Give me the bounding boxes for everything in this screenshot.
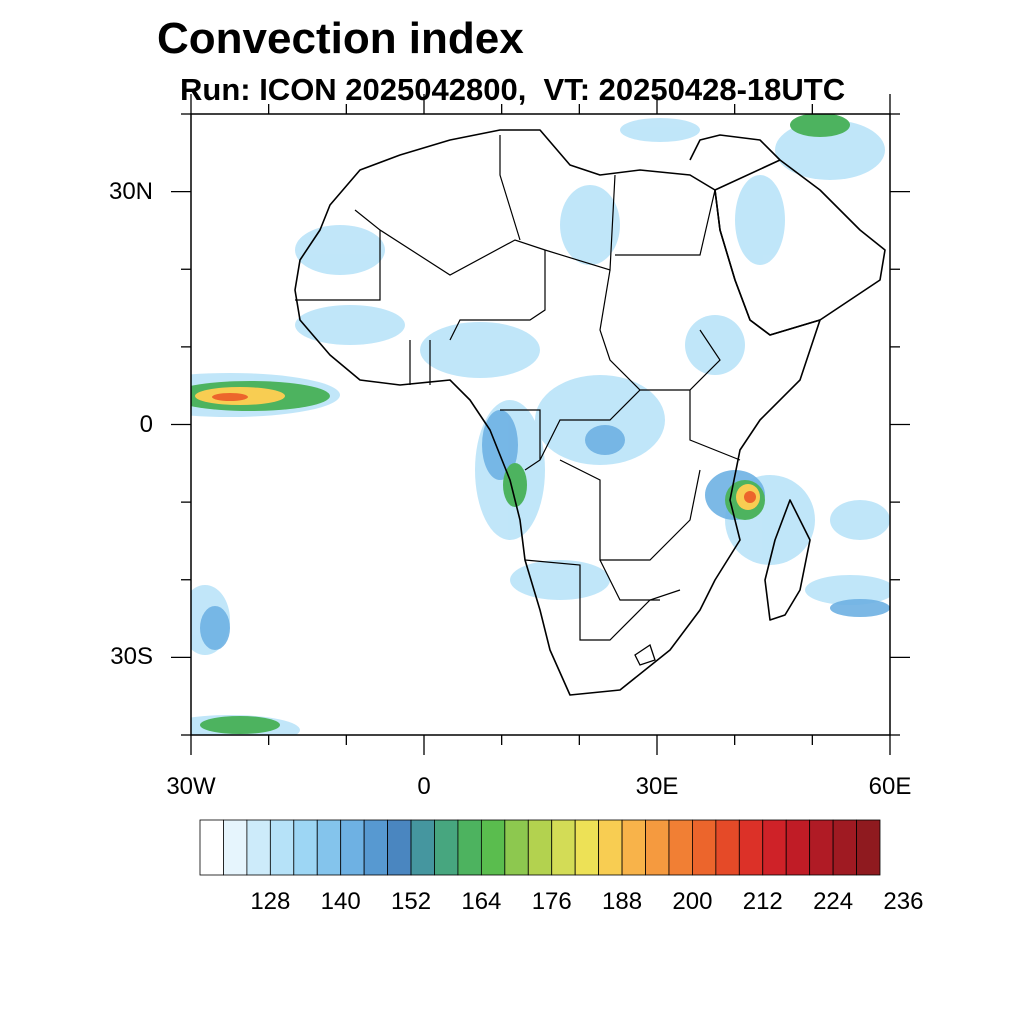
coastlines (294, 129, 886, 696)
colorbar-box (363, 819, 388, 876)
colorbar-label: 128 (250, 888, 291, 915)
colorbar-box (738, 819, 764, 876)
colorbar-box (574, 819, 600, 876)
colorbar-box (410, 819, 435, 876)
colorbar-box (598, 819, 623, 876)
lat-tick-label: 30S (110, 643, 153, 671)
colorbar-box (199, 819, 224, 876)
colorbar-box (527, 819, 553, 876)
colorbar-box (668, 819, 693, 876)
colorbar-box (809, 819, 834, 876)
colorbar-box (316, 819, 342, 876)
lon-tick-label: 60E (868, 773, 912, 800)
colorbar-box (434, 819, 459, 876)
lesotho-outline (634, 643, 656, 666)
lon-tick-label: 30E (635, 773, 679, 800)
colorbar-box (387, 819, 412, 876)
convection-field (191, 114, 890, 735)
colorbar-box (340, 819, 365, 876)
colorbar-label: 212 (742, 888, 783, 915)
lat-tick-label: 30N (108, 177, 153, 205)
lon-tick-label: 0 (417, 773, 431, 800)
colorbar-box (785, 819, 811, 876)
colorbar-box (269, 819, 295, 876)
lon-tick-label: 30W (166, 773, 216, 800)
colorbar-box (457, 819, 482, 876)
colorbar-box (246, 819, 271, 876)
colorbar-label: 152 (391, 888, 432, 915)
colorbar-box (762, 819, 787, 876)
colorbar-label: 188 (602, 888, 643, 915)
colorbar-box (551, 819, 576, 876)
colorbar-box (832, 819, 857, 876)
colorbar-box (504, 819, 529, 876)
colorbar (199, 819, 881, 876)
colorbar-box (480, 819, 506, 876)
colorbar-box (293, 819, 318, 876)
colorbar-box (715, 819, 740, 876)
colorbar-label: 164 (461, 888, 502, 915)
colorbar-box (223, 819, 248, 876)
map-title: Convection index (157, 14, 524, 63)
colorbar-label: 236 (883, 888, 924, 915)
colorbar-box (692, 819, 717, 876)
colorbar-label: 224 (813, 888, 854, 915)
colorbar-label: 140 (320, 888, 361, 915)
axis-ticks (171, 94, 910, 755)
colorbar-box (621, 819, 646, 876)
colorbar-box (645, 819, 670, 876)
lat-tick-label: 0 (139, 410, 153, 438)
country-borders (295, 135, 741, 641)
colorbar-label: 176 (531, 888, 572, 915)
colorbar-box (856, 819, 881, 876)
map-subtitle: Run: ICON 2025042800, VT: 20250428-18UTC (180, 72, 846, 107)
colorbar-label: 200 (672, 888, 713, 915)
